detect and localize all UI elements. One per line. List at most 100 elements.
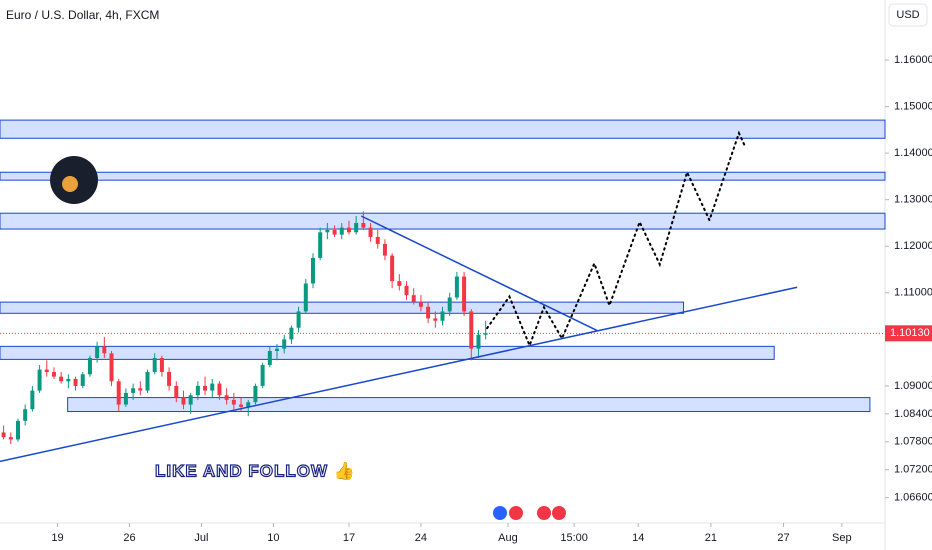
candle-body xyxy=(303,283,308,312)
x-tick-label: 21 xyxy=(705,532,717,544)
y-tick-label: 1.06600 xyxy=(894,492,932,504)
candle-body xyxy=(368,227,373,237)
candle-body xyxy=(447,297,452,312)
candle-body xyxy=(59,376,64,382)
event-icon[interactable] xyxy=(552,506,566,520)
candle-body xyxy=(181,397,186,405)
x-tick-label: 19 xyxy=(51,532,63,544)
zone xyxy=(0,171,886,181)
event-icon[interactable] xyxy=(493,506,507,520)
candle-body xyxy=(239,404,244,407)
logo xyxy=(50,156,98,204)
x-tick-label: 27 xyxy=(777,532,789,544)
candle-body xyxy=(253,385,258,403)
candle-body xyxy=(275,348,280,352)
x-tick-label: 14 xyxy=(632,532,644,544)
candle-body xyxy=(390,255,395,282)
candle-body xyxy=(426,306,431,319)
currency-label: USD xyxy=(896,9,919,21)
candle-body xyxy=(87,357,92,375)
candle-body xyxy=(123,392,128,405)
candle-body xyxy=(203,385,208,391)
candle-body xyxy=(80,374,85,386)
event-icons xyxy=(493,506,566,520)
x-tick-label: 17 xyxy=(343,532,355,544)
candle-body xyxy=(375,236,380,244)
candle-body xyxy=(361,222,366,228)
candle-body xyxy=(210,383,215,391)
candle-body xyxy=(73,378,78,386)
y-tick-label: 1.07800 xyxy=(894,436,932,448)
candle-body xyxy=(346,227,351,233)
plot-layer: 1.16000 1.15000 1.14000 1.13000 1.12000 1.110… xyxy=(0,54,932,544)
candle-body xyxy=(339,227,344,235)
zone xyxy=(67,397,871,413)
candle-body xyxy=(159,357,164,372)
candle-body xyxy=(109,353,114,382)
zone xyxy=(0,345,775,360)
x-tick-label: 10 xyxy=(267,532,279,544)
candle-body xyxy=(217,383,222,396)
candle-body xyxy=(282,339,287,349)
current-price-box xyxy=(885,325,932,342)
candle-body xyxy=(8,437,13,440)
candle-body xyxy=(325,229,330,233)
candle-body xyxy=(138,388,143,391)
candle-body xyxy=(318,232,323,258)
x-tick-label: Jul xyxy=(194,532,208,544)
candle-body xyxy=(23,409,28,421)
candle-body xyxy=(260,364,265,386)
logo-glow xyxy=(62,176,78,192)
current-price-label: 1.10130 xyxy=(890,327,930,339)
event-icon[interactable] xyxy=(509,506,523,520)
candle-body xyxy=(30,390,35,410)
candle-body xyxy=(289,327,294,340)
candle-body xyxy=(195,385,200,396)
currency-button[interactable] xyxy=(888,3,928,27)
y-tick-label: 1.12000 xyxy=(894,240,932,252)
candle-body xyxy=(188,395,193,405)
candle-body xyxy=(15,420,20,440)
candle-body xyxy=(44,369,49,372)
candle-body xyxy=(476,334,481,349)
candle-body xyxy=(483,333,488,335)
trendline xyxy=(0,286,798,463)
x-tick-label: 26 xyxy=(123,532,135,544)
candle-body xyxy=(116,381,121,405)
y-tick-label: 1.13000 xyxy=(894,194,932,206)
candle-body xyxy=(462,276,467,312)
zone xyxy=(0,119,886,139)
chart-title: Euro / U.S. Dollar, 4h, FXCM xyxy=(6,8,159,22)
candle-body xyxy=(102,346,107,354)
event-icon[interactable] xyxy=(537,506,551,520)
candle-body xyxy=(267,351,272,365)
y-tick-label: 1.08400 xyxy=(894,408,932,420)
candle-body xyxy=(224,395,229,400)
candle-body xyxy=(167,371,172,386)
projection-path xyxy=(486,130,747,349)
candle-body xyxy=(433,318,438,321)
candle-body xyxy=(469,311,474,349)
candle-body xyxy=(296,311,301,328)
annotation: LIKE AND FOLLOW 👍 xyxy=(155,460,356,480)
x-tick-label: Aug xyxy=(498,532,518,544)
candle-body xyxy=(310,257,315,284)
candle-body xyxy=(131,388,136,393)
y-tick-label: 1.16000 xyxy=(894,54,932,66)
x-tick-label: Sep xyxy=(832,532,852,544)
candle-body xyxy=(404,285,409,296)
candle-body xyxy=(51,371,56,377)
candle-body xyxy=(354,222,359,233)
x-tick-label: 24 xyxy=(415,532,427,544)
candle-body xyxy=(66,378,71,382)
y-tick-label: 1.07200 xyxy=(894,464,932,476)
candle-body xyxy=(440,311,445,321)
x-tick-label: 15:00 xyxy=(560,532,588,544)
candle-body xyxy=(174,385,179,398)
candle-body xyxy=(1,432,6,438)
candle-body xyxy=(152,357,157,372)
candle-body xyxy=(332,229,337,235)
candle-body xyxy=(382,243,387,256)
